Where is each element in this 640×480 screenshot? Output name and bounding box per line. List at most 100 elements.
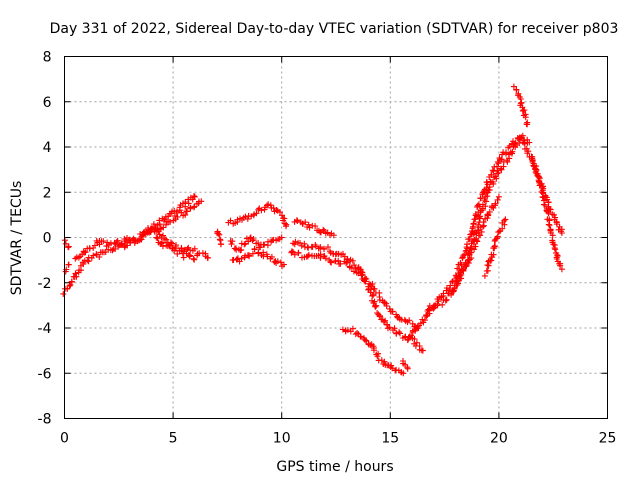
data-point — [216, 231, 223, 238]
y-tick-label: 8 — [43, 50, 52, 66]
data-point — [473, 235, 479, 242]
data-point — [553, 218, 560, 225]
data-point — [251, 246, 258, 253]
data-point — [362, 278, 369, 285]
data-point — [321, 246, 327, 253]
data-point — [383, 303, 390, 309]
data-point — [100, 238, 107, 245]
data-point — [367, 342, 374, 349]
data-point — [504, 158, 511, 165]
data-point — [486, 208, 493, 215]
data-point — [393, 366, 400, 373]
data-point — [312, 223, 319, 230]
plot-frame — [64, 56, 608, 419]
data-point — [389, 308, 396, 315]
data-point — [249, 250, 256, 257]
y-tick-label: 6 — [43, 95, 52, 111]
data-point — [417, 320, 424, 327]
data-point — [540, 194, 547, 201]
data-point — [518, 134, 525, 141]
data-point — [361, 336, 368, 343]
data-point — [484, 267, 491, 274]
data-point — [430, 305, 437, 312]
data-point — [518, 99, 525, 106]
data-point — [469, 225, 476, 232]
data-point — [273, 207, 280, 213]
data-point — [413, 339, 420, 346]
data-point — [305, 251, 312, 258]
data-point — [191, 193, 197, 199]
data-point — [554, 253, 561, 259]
data-point — [160, 232, 166, 239]
data-point — [72, 270, 79, 277]
data-point — [163, 221, 169, 228]
data-point — [291, 251, 298, 258]
y-tick-label: -8 — [38, 412, 52, 428]
data-point — [113, 239, 120, 245]
data-point — [434, 302, 441, 309]
data-point — [529, 156, 536, 163]
data-point — [495, 160, 502, 167]
data-point — [426, 302, 433, 309]
x-tick-label: 5 — [169, 431, 178, 447]
data-point — [103, 243, 110, 250]
data-point — [199, 250, 206, 256]
data-point — [357, 333, 364, 340]
data-point — [118, 240, 125, 247]
data-point — [82, 249, 89, 256]
data-point — [463, 263, 470, 270]
data-point — [482, 203, 489, 210]
data-point — [278, 234, 285, 241]
data-point — [167, 239, 174, 246]
data-point — [549, 232, 556, 239]
data-point — [545, 210, 552, 217]
data-point — [494, 197, 501, 203]
data-point — [546, 222, 553, 229]
data-point — [538, 188, 545, 195]
data-point — [155, 228, 162, 235]
data-point — [73, 273, 80, 280]
y-tick-label: -4 — [38, 321, 52, 337]
data-point — [241, 241, 248, 248]
data-point — [521, 140, 528, 147]
data-point — [96, 254, 103, 260]
data-point — [464, 241, 470, 248]
data-point — [386, 324, 393, 331]
ticks: 0 5 10 15 20 25 -8 -6 -4 -2 0 2 4 6 8 — [38, 50, 617, 447]
data-point — [404, 365, 411, 372]
data-point — [494, 170, 501, 177]
data-points — [60, 83, 565, 377]
data-point — [317, 244, 324, 250]
data-point — [544, 208, 551, 215]
data-point — [350, 268, 357, 275]
data-point — [481, 272, 488, 279]
data-point — [400, 370, 407, 377]
data-point — [517, 135, 524, 142]
data-point — [370, 291, 377, 298]
x-tick-label: 10 — [273, 431, 291, 447]
data-point — [261, 241, 268, 248]
data-point — [363, 337, 370, 344]
data-point — [181, 246, 188, 253]
data-point — [551, 211, 557, 218]
data-point — [124, 242, 131, 249]
data-point — [374, 353, 381, 360]
data-point — [176, 207, 183, 214]
data-point — [295, 249, 302, 256]
data-point — [358, 272, 365, 279]
y-axis-label: SDTVAR / TECUs — [9, 181, 25, 296]
data-point — [481, 197, 488, 204]
data-point — [373, 302, 380, 309]
data-point — [149, 225, 156, 232]
data-point — [377, 312, 383, 319]
data-point — [265, 201, 272, 208]
data-point — [372, 303, 379, 310]
data-point — [435, 298, 442, 305]
data-point — [227, 217, 234, 224]
data-point — [258, 207, 265, 214]
data-point — [283, 223, 289, 230]
data-point — [483, 190, 490, 197]
data-point — [322, 255, 329, 262]
data-point — [215, 230, 222, 237]
